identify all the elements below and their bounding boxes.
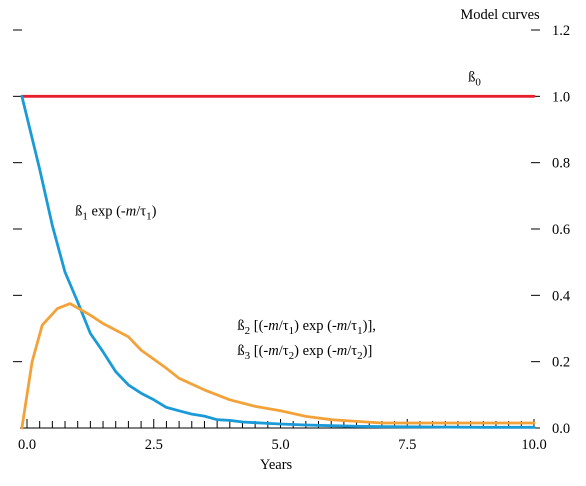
x-tick-label: 0.0 xyxy=(18,437,36,453)
x-tick-label: 10.0 xyxy=(521,437,546,453)
x-tick-label: 5.0 xyxy=(271,437,289,453)
y-tick-label: 1.0 xyxy=(552,89,570,105)
series-label-beta2: ß2​ [(-m/τ1​) exp (-m/τ1​)], xyxy=(237,318,376,337)
y-tick-label: 0.8 xyxy=(552,156,570,172)
axes-layer: 0.0 2.5 5.0 7.5 10.0 0.0 0.2 0.4 0.6 0.8 1.0 1.2 xyxy=(13,23,571,453)
series-label-beta0: ß0​ xyxy=(468,69,481,88)
chart-title: Model curves xyxy=(460,7,540,23)
series-layer xyxy=(20,94,536,430)
y-tick-label: 0.6 xyxy=(552,222,570,238)
series-label-beta3: ß3​ [(-m/τ2​) exp (-m/τ2​)] xyxy=(237,343,372,362)
series-label-beta1: ß1​ exp (-m/τ1​) xyxy=(75,204,156,223)
labels-layer: ß0​ ß1​ exp (-m/τ1​) ß2​ [(-m/τ1​) exp (-m… xyxy=(75,69,481,362)
y-tick-label: 0.2 xyxy=(552,355,570,371)
y-tick-label: 0.4 xyxy=(552,288,571,304)
y-tick-label: 0.0 xyxy=(552,421,570,437)
x-axis-label: Years xyxy=(260,457,293,473)
series-line-beta2 xyxy=(20,302,536,430)
x-tick-label: 2.5 xyxy=(145,437,163,453)
series-line-beta1 xyxy=(20,94,536,429)
x-tick-label: 7.5 xyxy=(398,437,416,453)
y-tick-label: 1.2 xyxy=(552,23,570,39)
